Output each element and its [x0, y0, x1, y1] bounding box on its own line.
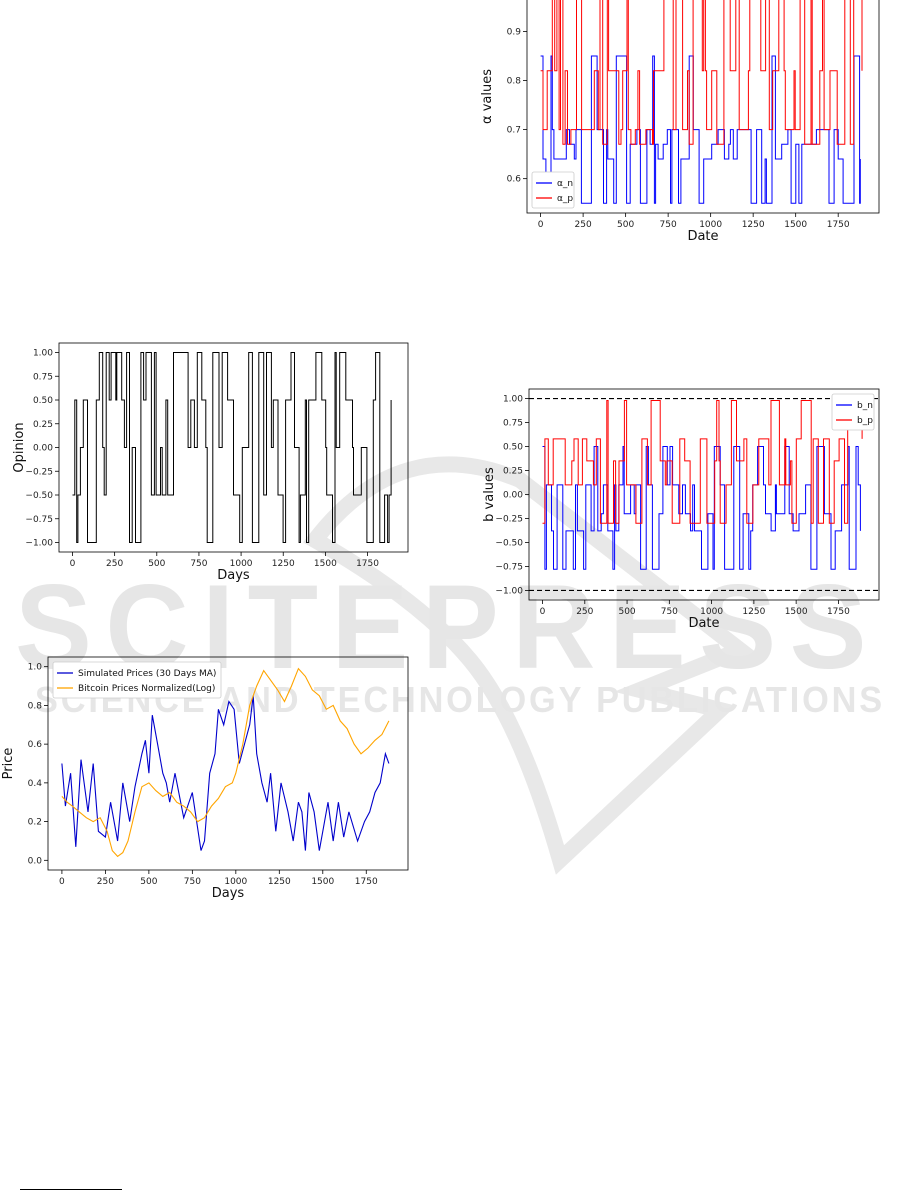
b-series-0 — [542, 446, 861, 570]
b-ytick-label-0: −1.00 — [495, 586, 523, 596]
b-xtick-label-0: 0 — [540, 607, 546, 617]
b-ytick-label-3: −0.25 — [495, 514, 523, 524]
b-ytick-label-4: 0.00 — [503, 491, 523, 501]
price-ytick-label-1: 0.2 — [28, 818, 42, 828]
alpha-xtick-label-4: 1000 — [699, 220, 722, 230]
b-legend-label-0: b_n — [857, 401, 873, 411]
alpha-xtick-label-6: 1500 — [784, 220, 807, 230]
opinion-ytick-label-1: −0.75 — [25, 515, 53, 525]
opinion-xtick-label-6: 1500 — [314, 559, 337, 569]
opinion-xtick-label-5: 1250 — [272, 559, 295, 569]
opinion-series-0 — [72, 352, 392, 543]
alpha-xtick-label-1: 250 — [575, 220, 592, 230]
price-ytick-label-2: 0.4 — [28, 779, 43, 789]
price-ytick-label-4: 0.8 — [28, 701, 43, 711]
b-x-axis-label: Date — [688, 616, 719, 631]
b-xtick-label-3: 750 — [661, 607, 678, 617]
alpha-xtick-label-5: 1250 — [742, 220, 765, 230]
opinion-ytick-label-0: −1.00 — [25, 539, 53, 549]
alpha-legend-frame — [531, 171, 575, 209]
b-xtick-label-1: 250 — [576, 607, 593, 617]
alpha-series-0 — [540, 55, 861, 204]
alpha-legend: α_n α_p — [531, 171, 575, 209]
price-xtick-label-3: 750 — [184, 877, 201, 887]
b-xtick-label-7: 1750 — [827, 607, 850, 617]
b-values-chart: 0 250 500 750 1000 1250 1500 1750 −1.00 −0.75 −0.5… — [482, 388, 880, 631]
alpha-x-axis-label: Date — [687, 229, 718, 244]
alpha-xtick-label-7: 1750 — [827, 220, 850, 230]
alpha-y-axis-label: α values — [480, 69, 495, 124]
price-legend: Simulated Prices (30 Days MA) Bitcoin Pri… — [52, 661, 222, 699]
price-x-axis-label: Days — [212, 886, 245, 901]
b-ytick-label-7: 0.75 — [503, 419, 523, 429]
price-xtick-label-2: 500 — [140, 877, 157, 887]
b-xtick-label-2: 500 — [618, 607, 635, 617]
price-xtick-label-1: 250 — [97, 877, 114, 887]
b-ytick-label-8: 1.00 — [503, 395, 523, 405]
b-xtick-label-4: 1000 — [700, 607, 723, 617]
opinion-ytick-label-6: 0.50 — [33, 396, 53, 406]
alpha-series-1 — [540, 0, 863, 145]
opinion-x-axis-label: Days — [217, 568, 250, 583]
alpha-xtick-label-0: 0 — [538, 220, 544, 230]
b-legend-label-1: b_p — [857, 416, 873, 426]
b-ytick-label-2: −0.50 — [495, 538, 523, 548]
opinion-ytick-label-7: 0.75 — [33, 372, 53, 382]
price-xtick-label-4: 1000 — [224, 877, 247, 887]
b-ytick-label-5: 0.25 — [503, 467, 523, 477]
opinion-plot-area — [72, 352, 392, 543]
alpha-legend-label-1: α_p — [557, 194, 573, 204]
alpha-xtick-label-2: 500 — [617, 220, 634, 230]
price-xtick-label-0: 0 — [59, 877, 65, 887]
b-xtick-label-6: 1500 — [785, 607, 808, 617]
price-legend-label-0: Simulated Prices (30 Days MA) — [78, 669, 216, 679]
opinion-ytick-label-5: 0.25 — [33, 420, 53, 430]
price-xtick-label-5: 1250 — [268, 877, 291, 887]
b-plot-area — [529, 398, 879, 591]
opinion-xtick-label-4: 1000 — [230, 559, 253, 569]
alpha-ytick-label-1: 0.7 — [507, 126, 521, 136]
alpha-ytick-label-0: 0.6 — [507, 175, 522, 185]
b-ytick-label-6: 0.50 — [503, 443, 523, 453]
opinion-ytick-label-2: −0.50 — [25, 491, 53, 501]
alpha-xtick-label-3: 750 — [660, 220, 677, 230]
price-xtick-label-7: 1750 — [355, 877, 378, 887]
alpha-legend-label-0: α_n — [557, 179, 573, 189]
price-xtick-label-6: 1500 — [311, 877, 334, 887]
price-legend-frame — [52, 661, 222, 699]
opinion-chart: 0 250 500 750 1000 1250 1500 1750 −1.00 −0.75 −0.5… — [12, 342, 409, 583]
opinion-xtick-label-7: 1750 — [356, 559, 379, 569]
alpha-ytick-label-3: 0.9 — [507, 28, 522, 38]
alpha-ytick-label-2: 0.8 — [507, 77, 522, 87]
opinion-xtick-label-0: 0 — [70, 559, 76, 569]
b-axes-frame — [528, 388, 880, 601]
b-series-1 — [542, 400, 863, 524]
opinion-xtick-label-1: 250 — [106, 559, 123, 569]
alpha-axes-frame — [526, 0, 880, 214]
opinion-ytick-label-3: −0.25 — [25, 467, 53, 477]
price-series-1 — [61, 667, 390, 858]
alpha-values-chart: 025050075010001250150017500.60.70.80.91.… — [480, 0, 880, 244]
price-ytick-label-3: 0.6 — [28, 740, 43, 750]
opinion-xtick-label-3: 750 — [190, 559, 207, 569]
price-y-axis-label: Price — [1, 748, 16, 780]
price-legend-label-1: Bitcoin Prices Normalized(Log) — [78, 684, 215, 694]
b-legend-frame — [831, 393, 875, 431]
price-series-0 — [61, 695, 390, 851]
alpha-plot-area — [540, 0, 863, 204]
price-plot-area — [61, 667, 390, 858]
opinion-ytick-label-8: 1.00 — [33, 349, 53, 359]
price-chart: 0 250 500 750 1000 1250 1500 1750 0.0 0.2 0.4 0.6 0.… — [1, 656, 409, 901]
price-ytick-label-5: 1.0 — [28, 663, 43, 673]
b-ytick-label-1: −0.75 — [495, 562, 523, 572]
price-axes-frame — [47, 656, 409, 871]
opinion-ytick-label-4: 0.00 — [33, 444, 53, 454]
b-xtick-label-5: 1250 — [742, 607, 765, 617]
price-ytick-label-0: 0.0 — [28, 856, 43, 866]
footnote-rule — [20, 1189, 122, 1190]
b-y-axis-label: b values — [482, 467, 497, 522]
b-legend: b_n b_p — [831, 393, 875, 431]
opinion-y-axis-label: Opinion — [12, 422, 27, 472]
opinion-xtick-label-2: 500 — [148, 559, 165, 569]
